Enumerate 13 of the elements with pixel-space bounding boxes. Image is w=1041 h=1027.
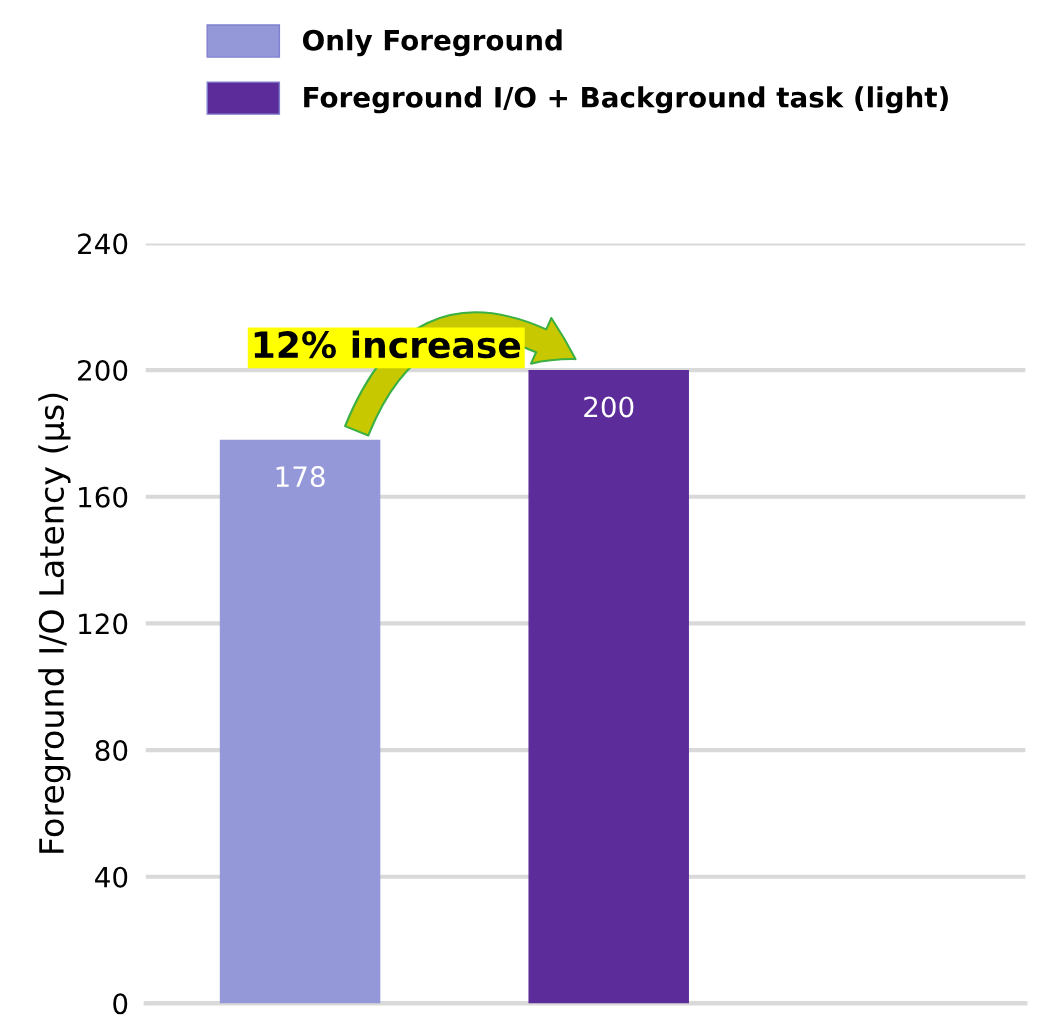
data-label: 178 — [276, 466, 325, 488]
y-axis-title: Foreground I/O Latency (μs) — [38, 393, 71, 853]
legend-label: Only Foreground — [303, 29, 562, 57]
legend-label: Foreground I/O + Background task (light) — [304, 86, 948, 114]
y-tick-label: 80 — [95, 739, 128, 761]
y-tick-label: 0 — [113, 993, 128, 1015]
annotation: 12% increase — [254, 330, 521, 359]
y-tick-label: 120 — [79, 613, 128, 635]
y-tick-label: 200 — [78, 360, 128, 382]
y-tick-label: 40 — [95, 866, 128, 888]
y-tick-label: 160 — [79, 486, 128, 508]
y-tick-label: 240 — [78, 233, 128, 255]
data-label: 200 — [584, 396, 634, 418]
